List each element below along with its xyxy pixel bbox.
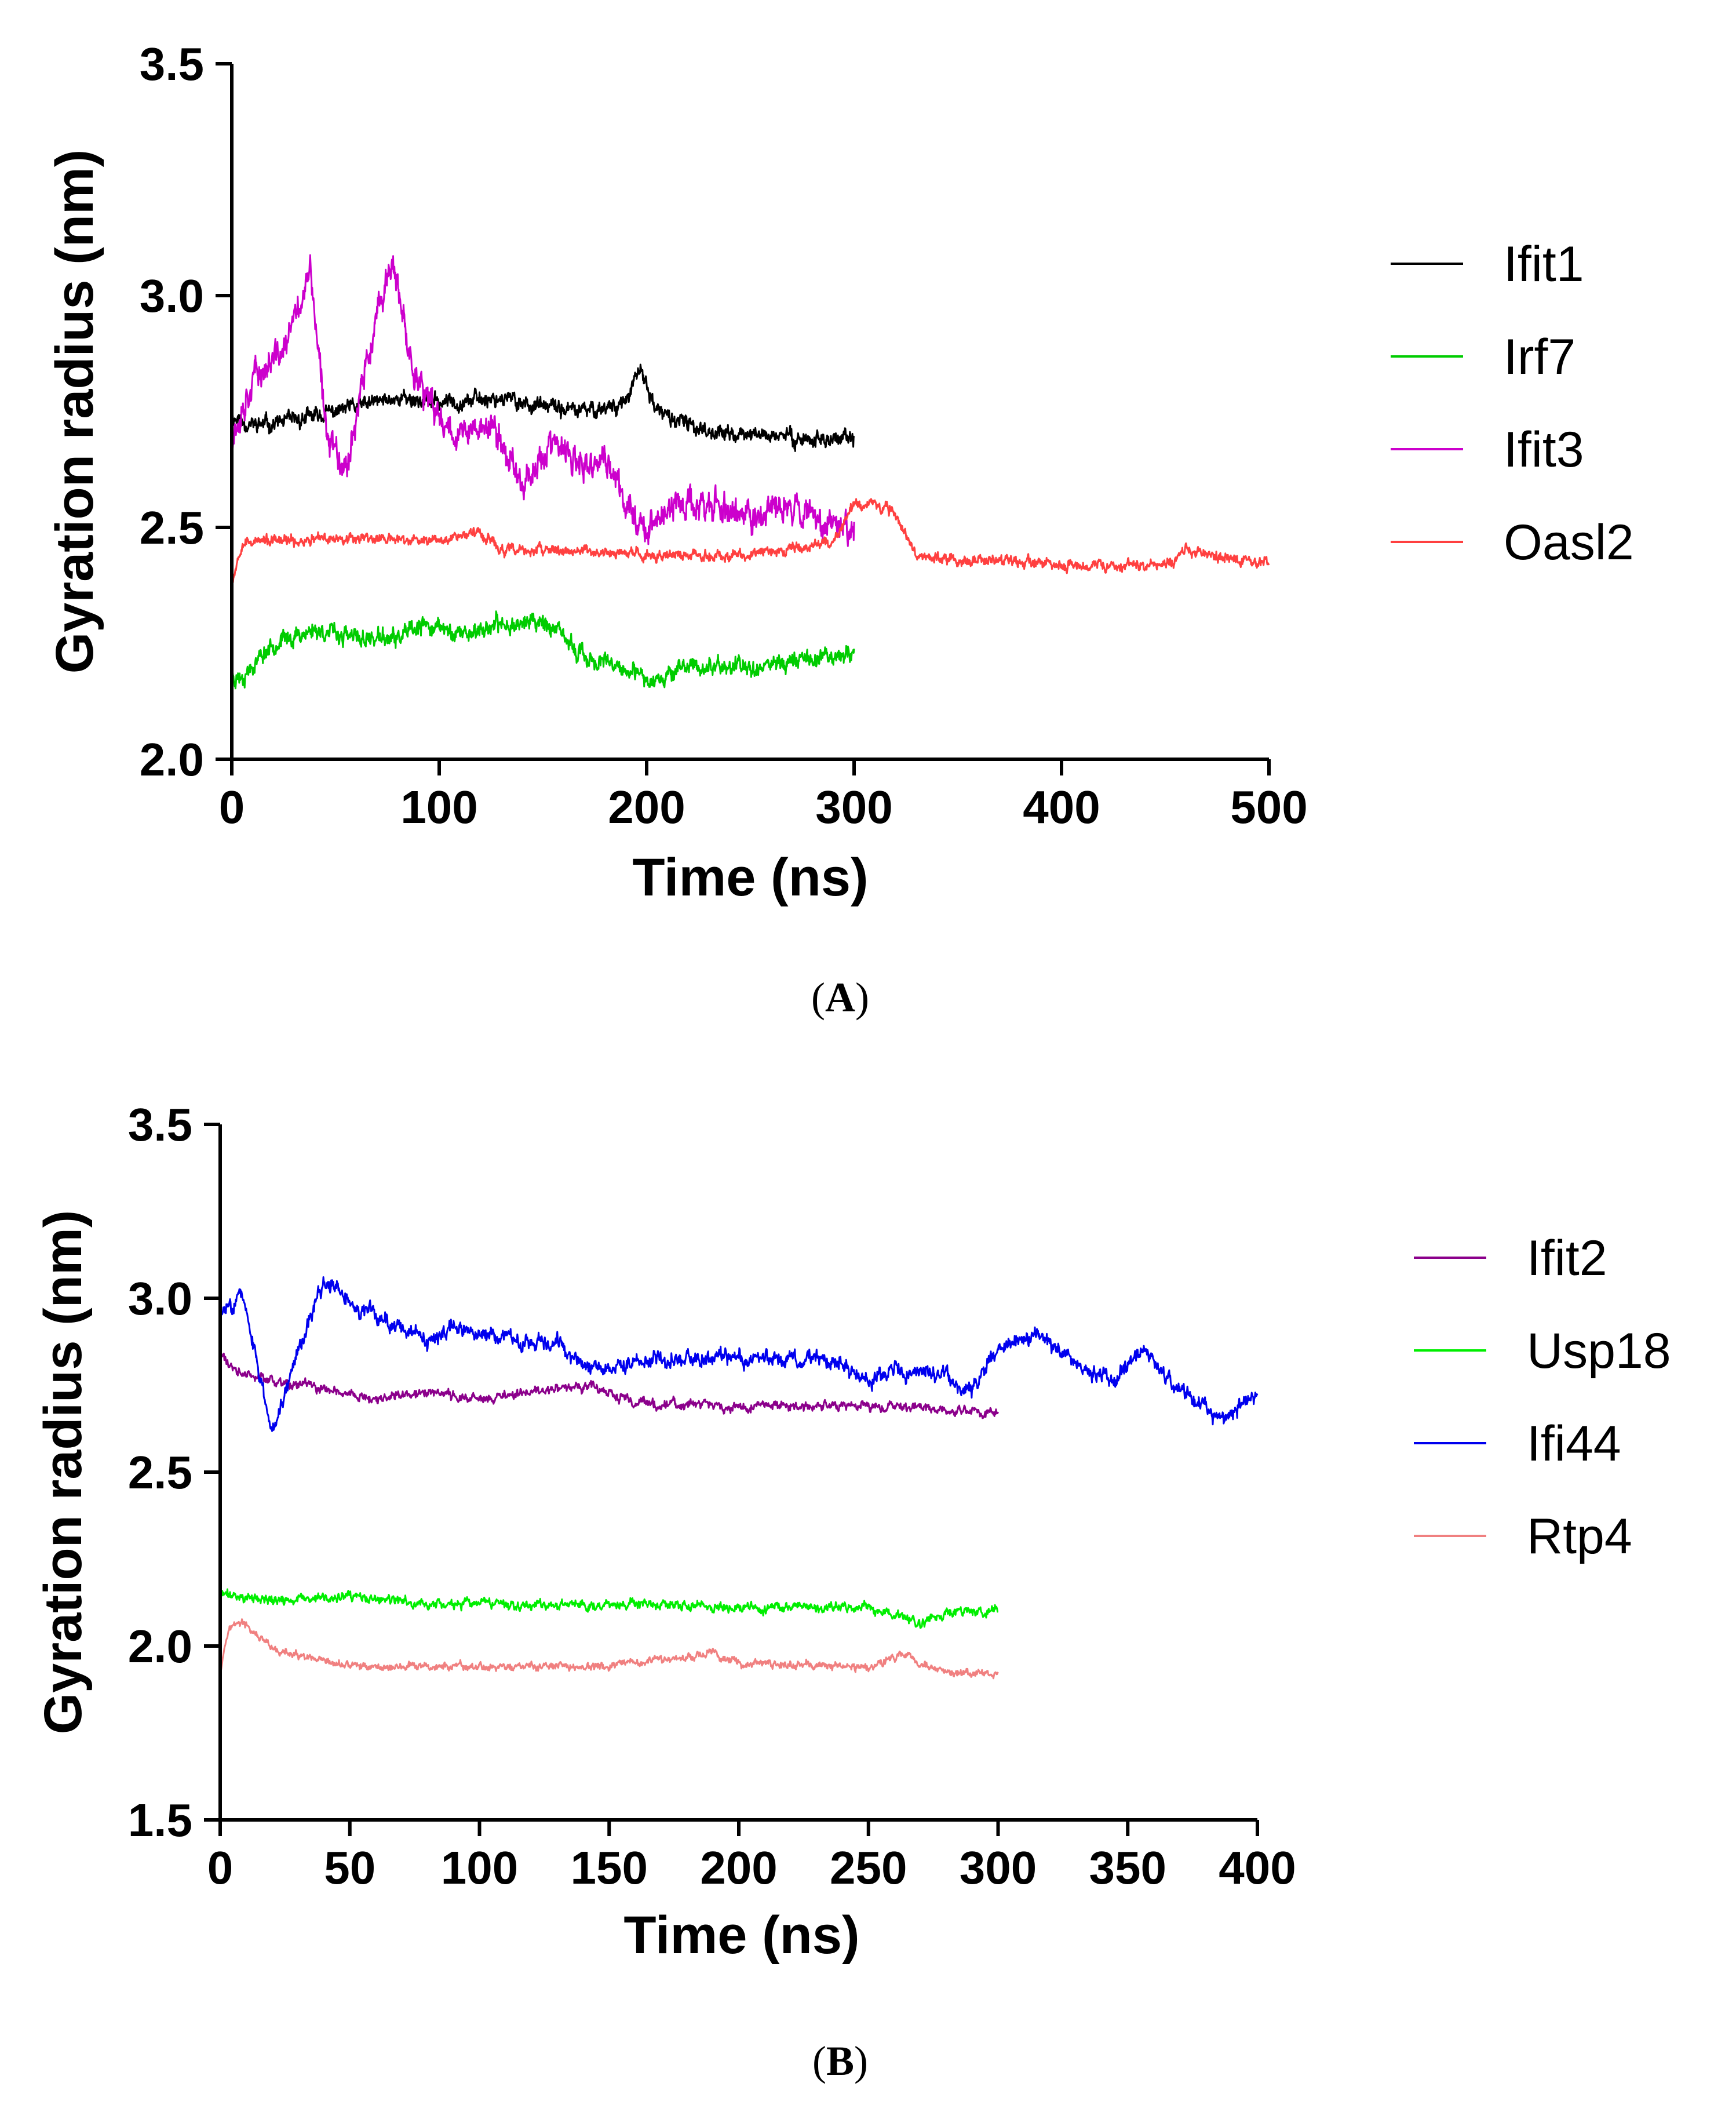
panel-a-legend-label-oasl2: Oasl2 xyxy=(1504,515,1634,570)
panel-b-x-tick-label: 250 xyxy=(830,1842,907,1893)
panel-b-legend-label-rtp4: Rtp4 xyxy=(1527,1509,1632,1564)
panel-a-x-title: Time (ns) xyxy=(632,848,868,907)
panel-a-legend-label-ifit3: Ifit3 xyxy=(1504,422,1584,478)
panel-a-series-ifit1 xyxy=(231,363,855,452)
panel-b-x-tick-label: 150 xyxy=(571,1842,648,1893)
panel-b-legend-label-ifi44: Ifi44 xyxy=(1527,1416,1621,1472)
panel-a-y-tick-label: 3.5 xyxy=(140,38,204,90)
panel-a-y-tick-label: 2.0 xyxy=(140,734,204,785)
panel-a-x-tick-label: 0 xyxy=(219,781,245,833)
panel-b-legend-label-usp18: Usp18 xyxy=(1527,1323,1671,1379)
panel-b-series-ifi44 xyxy=(219,1276,1259,1432)
panel-b-x-tick-label: 400 xyxy=(1219,1842,1296,1893)
panel-a-legend: Ifit1 Irf7 Ifit3 Oasl2 xyxy=(1391,236,1634,570)
panel-b-series-usp18 xyxy=(219,1588,999,1629)
panel-a-series-oasl2 xyxy=(231,498,1270,587)
panel-b-caption-letter: B xyxy=(826,2038,854,2084)
panel-a: 0 100 200 300 400 500 2.0 2.5 3.0 3.5 Time (ns) G… xyxy=(45,38,1634,1021)
panel-a-series xyxy=(231,254,1270,690)
panel-a-x-tick-label: 300 xyxy=(815,781,892,833)
panel-b-series xyxy=(219,1276,1259,1680)
panel-a-y-tick-label: 3.0 xyxy=(140,270,204,322)
panel-b-x-tick-label: 0 xyxy=(207,1842,234,1893)
panel-a-y-tick-label: 2.5 xyxy=(140,502,204,554)
panel-a-series-ifit3 xyxy=(231,254,855,547)
panel-a-legend-label-ifit1: Ifit1 xyxy=(1504,236,1584,292)
panel-b-x-title: Time (ns) xyxy=(623,1906,859,1965)
panel-a-caption-letter: A xyxy=(825,974,855,1021)
panel-b-y-tick-label: 3.5 xyxy=(128,1099,192,1150)
panel-a-x-tick-label: 500 xyxy=(1230,781,1307,833)
panel-a-caption: (A) xyxy=(811,974,869,1021)
panel-a-x-tick-label: 400 xyxy=(1023,781,1100,833)
panel-b-legend: Ifit2 Usp18 Ifi44 Rtp4 xyxy=(1414,1230,1671,1564)
panel-a-x-tick-label: 200 xyxy=(608,781,685,833)
panel-a-y-title: Gyration radius (nm) xyxy=(45,150,104,674)
panel-b-series-ifit2 xyxy=(220,1349,999,1419)
panel-b: 0 50 100 150 200 250 300 350 4001.52.02.53.03.5 … xyxy=(34,1099,1671,2084)
panel-b-caption: (B) xyxy=(812,2038,868,2084)
panel-b-x-tick-label: 200 xyxy=(700,1842,777,1893)
panel-b-y-tick-label: 2.0 xyxy=(128,1621,192,1672)
panel-b-y-title: Gyration radius (nm) xyxy=(34,1210,93,1735)
panel-a-x-tick-label: 100 xyxy=(400,781,477,833)
panel-b-x-tick-label: 300 xyxy=(960,1842,1037,1893)
panel-a-legend-label-irf7: Irf7 xyxy=(1504,329,1575,385)
panel-b-series-rtp4 xyxy=(219,1618,999,1680)
panel-b-x-tick-label: 50 xyxy=(324,1842,375,1893)
panel-b-y-tick-label: 2.5 xyxy=(128,1447,192,1498)
panel-b-y-tick-label: 3.0 xyxy=(128,1273,192,1324)
panel-a-series-irf7 xyxy=(231,610,855,690)
panel-b-x-tick-label: 350 xyxy=(1089,1842,1166,1893)
panel-b-y-tick-label: 1.5 xyxy=(128,1794,192,1846)
panel-a-ticks: 0 100 200 300 400 500 2.0 2.5 3.0 3.5 xyxy=(140,38,1308,833)
panel-b-x-tick-label: 100 xyxy=(441,1842,518,1893)
panel-b-ticks: 0 50 100 150 200 250 300 350 400 1.5 2.0 2.5 3.0 3.5 xyxy=(128,1099,1296,1893)
panel-b-legend-label-ifit2: Ifit2 xyxy=(1527,1230,1607,1286)
